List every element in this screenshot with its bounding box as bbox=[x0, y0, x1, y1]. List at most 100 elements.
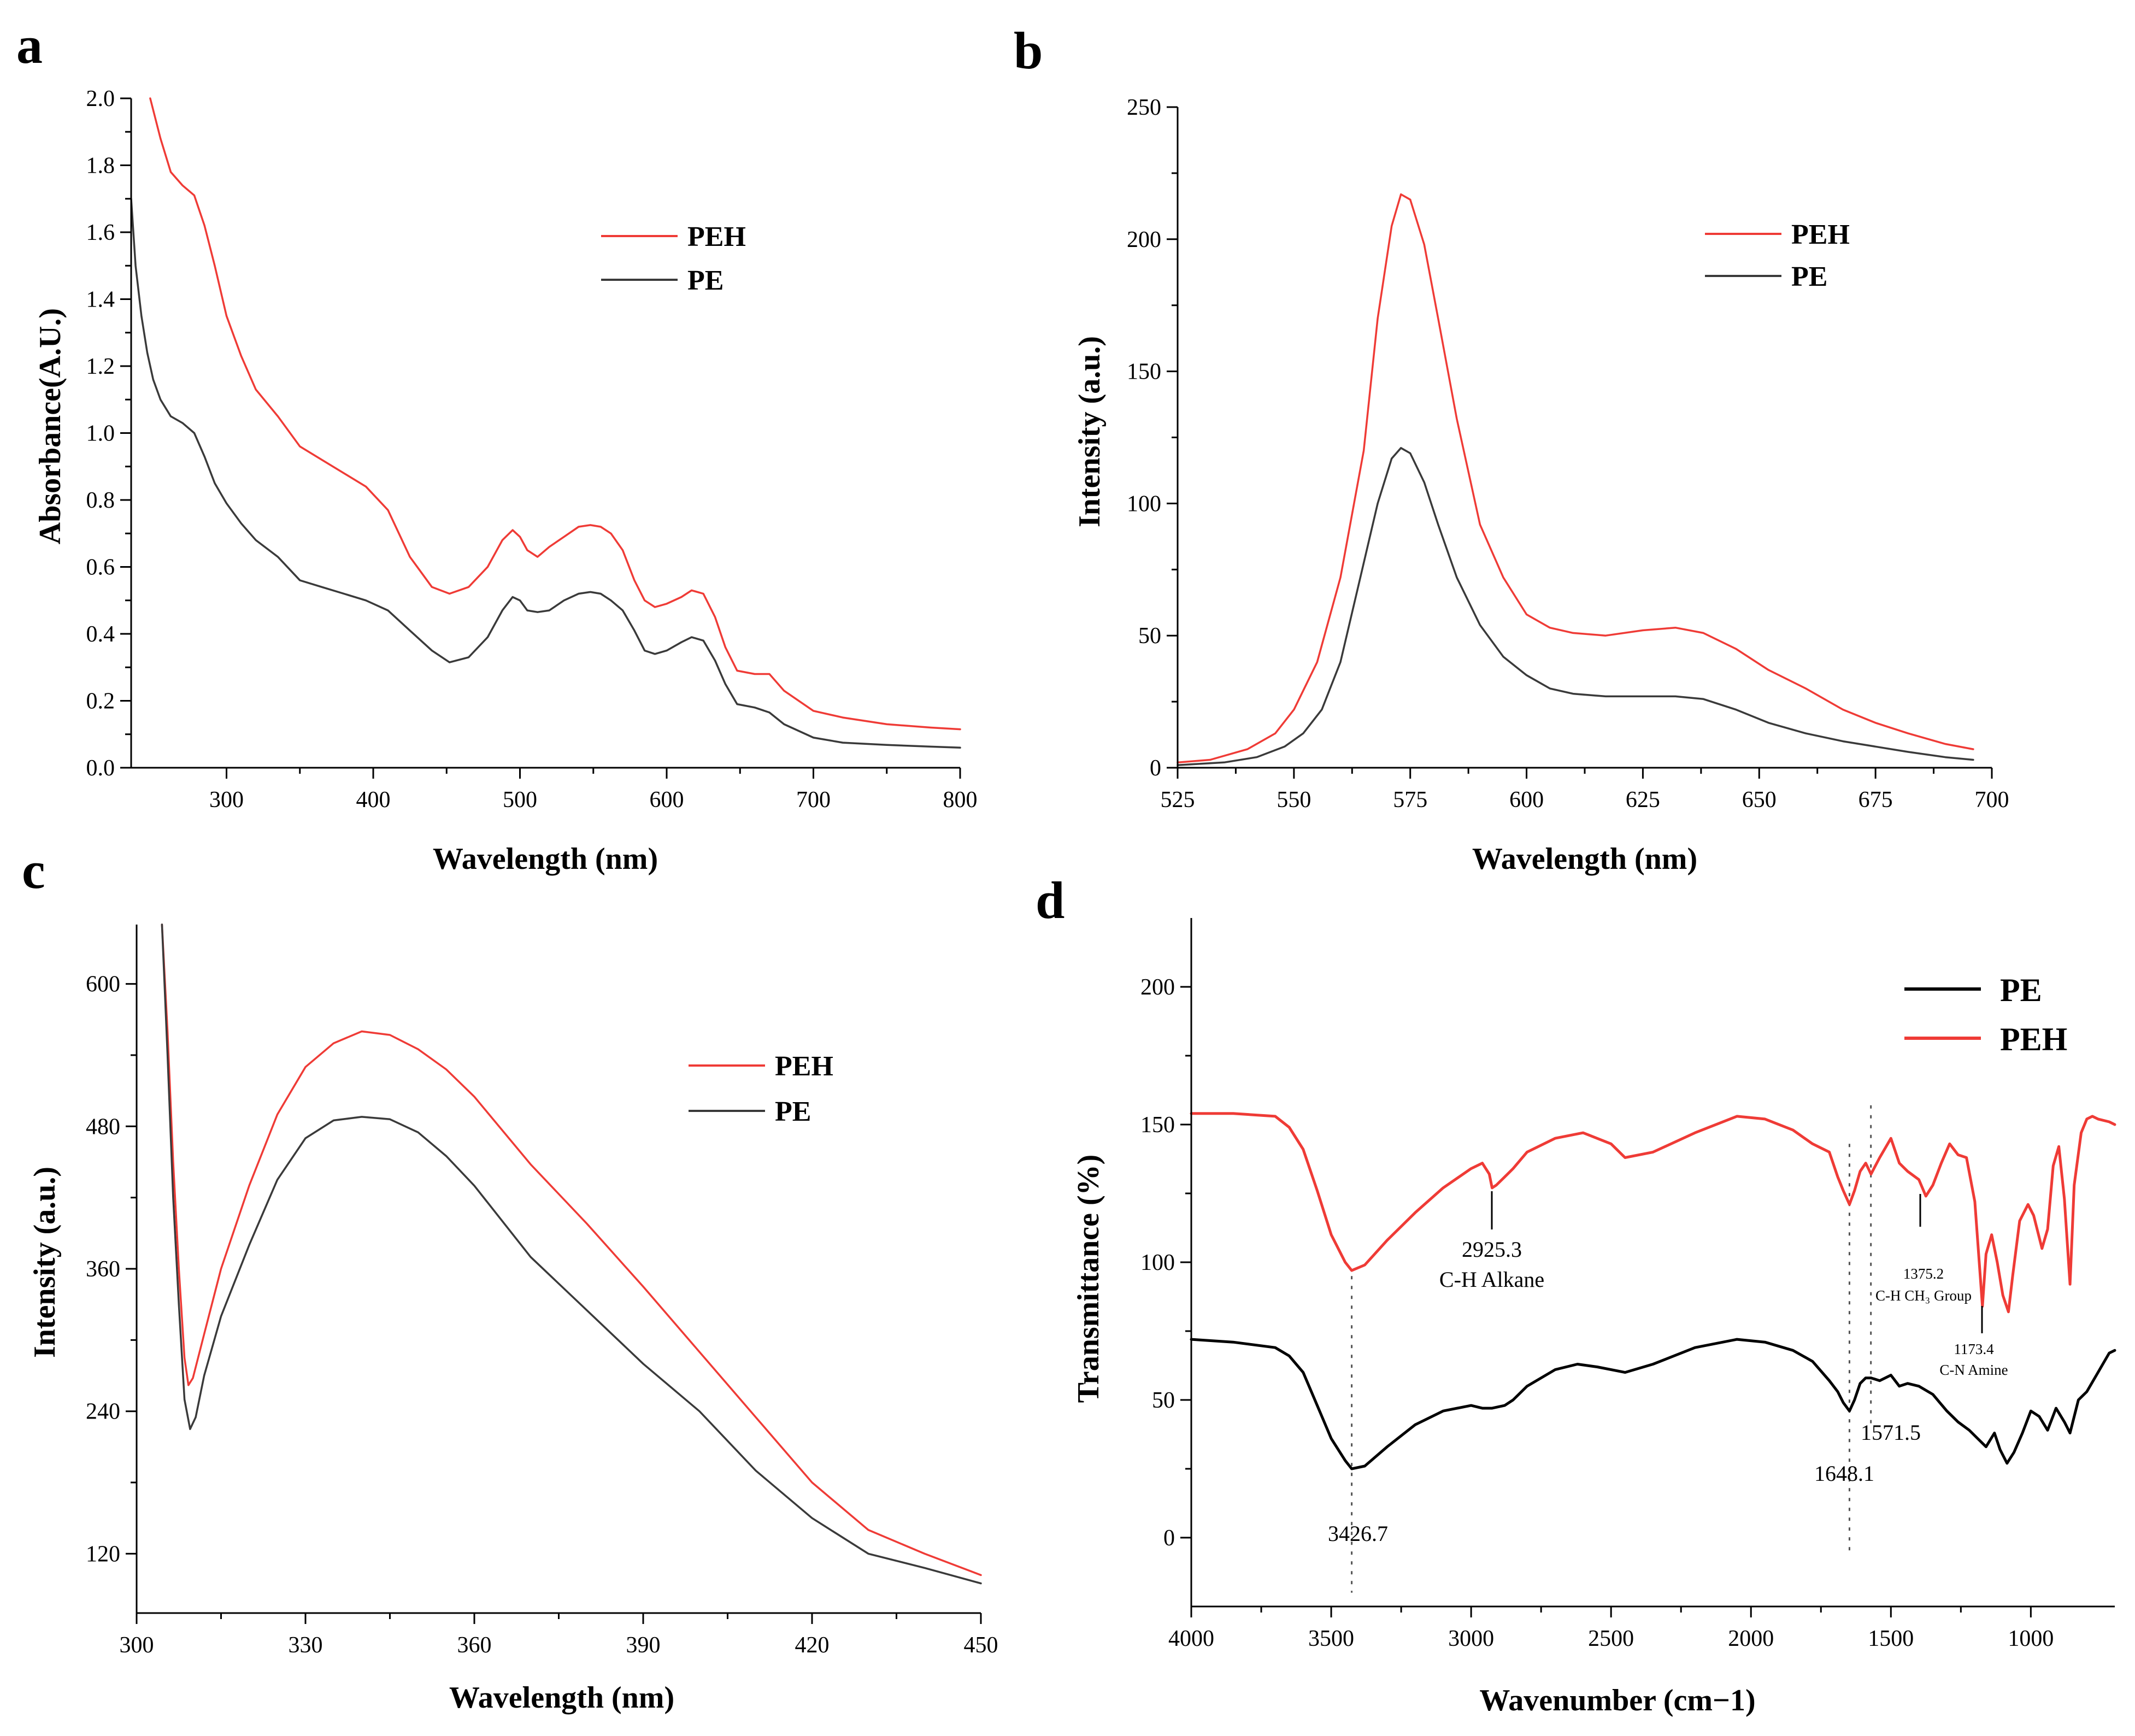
panel-a-uv-vis-absorbance: a 300 400 500 600 700 800 0.0 0.2 0.4 0.6 0.8 1.0 1.… bbox=[16, 16, 978, 876]
panel-c-excitation-spectrum: c 300 330 360 390 420 450 120 240 360 480 600 Wave… bbox=[22, 841, 998, 1715]
panel-c-x-tick-label: 450 bbox=[964, 1633, 998, 1658]
panel-a-x-tick-label: 500 bbox=[503, 787, 537, 813]
panel-c-y-tick-label: 120 bbox=[86, 1541, 120, 1567]
panel-c-x-tick-label: 360 bbox=[457, 1633, 492, 1658]
panel-b-x-tick-label: 700 bbox=[1975, 787, 2009, 813]
panel-b-y-tick-label: 50 bbox=[1138, 623, 1161, 649]
panel-d-legend: PE PEH bbox=[1904, 972, 2067, 1057]
panel-a-y-tick-label: 0.6 bbox=[86, 555, 115, 580]
panel-d-y-tick-label: 200 bbox=[1140, 975, 1175, 1000]
panel-a-y-tick-label: 1.4 bbox=[86, 287, 115, 313]
panel-c-legend-label-pe: PE bbox=[775, 1096, 811, 1127]
panel-b-x-tick-label: 650 bbox=[1742, 787, 1777, 813]
panel-label-b: b bbox=[1014, 21, 1043, 80]
panel-b-y-tick-label: 150 bbox=[1127, 360, 1161, 385]
panel-a-series-pe bbox=[130, 198, 961, 749]
panel-d-x-tick-label: 4000 bbox=[1168, 1626, 1214, 1651]
panel-b-y-tick-label: 200 bbox=[1127, 227, 1161, 252]
panel-c-x-tick-label: 390 bbox=[626, 1633, 661, 1658]
annotation-1173-4: 1173.4 bbox=[1954, 1341, 1994, 1357]
panel-b-series-peh bbox=[1177, 193, 1974, 764]
panel-b-x-tick-label: 625 bbox=[1626, 787, 1660, 813]
panel-b-legend: PEH PE bbox=[1705, 219, 1850, 292]
panel-a-y-tick-label: 0.8 bbox=[86, 488, 115, 513]
panel-d-y-tick-label: 50 bbox=[1152, 1388, 1175, 1413]
panel-a-y-tick-label: 1.2 bbox=[86, 354, 115, 379]
panel-d-x-axis-title: Wavenumber (cm−1) bbox=[1479, 1684, 1755, 1717]
panel-d-x-tick-label: 2000 bbox=[1728, 1626, 1774, 1651]
panel-a-x-tick-label: 800 bbox=[943, 787, 978, 813]
panel-d-series-pe bbox=[1190, 1338, 2116, 1470]
panel-a-legend-label-pe: PE bbox=[687, 265, 724, 296]
panel-d-x-tick-label: 1500 bbox=[1868, 1626, 1914, 1651]
panel-b-legend-label-peh: PEH bbox=[1791, 219, 1850, 250]
panel-d-y-tick-label: 100 bbox=[1140, 1250, 1175, 1275]
annotation-2925-3-assignment: C-H Alkane bbox=[1439, 1267, 1544, 1292]
panel-d-y-axis-title: Transmittance (%) bbox=[1072, 1155, 1105, 1403]
panel-a-y-tick-label: 0.2 bbox=[86, 689, 115, 714]
panel-c-y-tick-label: 360 bbox=[86, 1257, 120, 1282]
panel-a-x-tick-label: 400 bbox=[356, 787, 391, 813]
panel-a-y-tick-label: 0.4 bbox=[86, 622, 115, 647]
annotation-1648-1: 1648.1 bbox=[1814, 1461, 1874, 1486]
panel-d-ftir-spectrum: d 4000 3500 3000 2500 2000 1500 1000 0 50 100 150 2… bbox=[1036, 871, 2116, 1717]
panel-c-x-tick-label: 330 bbox=[289, 1633, 323, 1658]
panel-label-a: a bbox=[16, 16, 43, 74]
panel-c-series-peh bbox=[161, 923, 982, 1576]
panel-d-y-tick-label: 0 bbox=[1163, 1526, 1175, 1551]
panel-d-annotations: 3426.7 2925.3 C-H Alkane 1648.1 1571.5 1… bbox=[1328, 1191, 2008, 1546]
panel-a-x-tick-label: 700 bbox=[796, 787, 831, 813]
panel-d-series-peh bbox=[1190, 1112, 2116, 1314]
annotation-2925-3: 2925.3 bbox=[1462, 1237, 1522, 1262]
panel-c-x-tick-label: 420 bbox=[795, 1633, 830, 1658]
panel-b-y-tick-label: 250 bbox=[1127, 95, 1161, 120]
panel-a-legend-label-peh: PEH bbox=[687, 221, 746, 252]
panel-a-y-tick-label: 0.0 bbox=[86, 756, 115, 781]
panel-c-y-tick-label: 600 bbox=[86, 972, 120, 997]
panel-a-y-axis-title: Absorbance(A.U.) bbox=[33, 308, 67, 544]
panel-a-x-axis-title: Wavelength (nm) bbox=[433, 842, 658, 876]
panel-b-y-axis-title: Intensity (a.u.) bbox=[1073, 336, 1107, 527]
panel-c-y-tick-label: 480 bbox=[86, 1114, 120, 1139]
panel-b-x-tick-label: 575 bbox=[1393, 787, 1427, 813]
annotation-1571-5: 1571.5 bbox=[1861, 1420, 1921, 1445]
panel-d-x-tick-label: 1000 bbox=[2008, 1626, 2054, 1651]
panel-a-series-peh bbox=[149, 97, 961, 731]
panel-b-emission-spectrum: b 525 550 575 600 625 650 675 700 0 50 100 150 200 25… bbox=[1014, 21, 2009, 876]
panel-a-y-tick-label: 1.6 bbox=[86, 220, 115, 245]
panel-d-x-tick-label: 3000 bbox=[1448, 1626, 1494, 1651]
panel-b-y-tick-label: 100 bbox=[1127, 491, 1161, 516]
panel-c-legend: PEH PE bbox=[689, 1051, 833, 1127]
panel-b-x-tick-label: 550 bbox=[1277, 787, 1311, 813]
panel-d-legend-label-pe: PE bbox=[2000, 972, 2042, 1008]
annotation-1173-4-assignment: C-N Amine bbox=[1939, 1362, 2008, 1378]
panel-d-y-tick-label: 150 bbox=[1140, 1113, 1175, 1138]
panel-b-x-tick-label: 600 bbox=[1509, 787, 1544, 813]
panel-c-x-axis-title: Wavelength (nm) bbox=[449, 1681, 674, 1715]
panel-d-x-tick-label: 2500 bbox=[1588, 1626, 1634, 1651]
annotation-3426-7: 3426.7 bbox=[1328, 1521, 1388, 1546]
panel-a-x-tick-label: 600 bbox=[650, 787, 684, 813]
panel-c-x-tick-label: 300 bbox=[120, 1633, 154, 1658]
panel-b-legend-label-pe: PE bbox=[1791, 261, 1827, 292]
panel-d-x-tick-label: 3500 bbox=[1308, 1626, 1354, 1651]
annotation-1375-2: 1375.2 bbox=[1903, 1266, 1944, 1282]
panel-a-y-tick-label: 1.8 bbox=[86, 154, 115, 179]
panel-c-series-pe bbox=[161, 923, 982, 1585]
panel-d-legend-label-peh: PEH bbox=[2000, 1021, 2067, 1057]
panel-b-x-tick-label: 525 bbox=[1161, 787, 1195, 813]
panel-a-x-tick-label: 300 bbox=[209, 787, 244, 813]
panel-a-legend: PEH PE bbox=[601, 221, 746, 296]
panel-c-legend-label-peh: PEH bbox=[775, 1051, 833, 1082]
panel-b-x-tick-label: 675 bbox=[1858, 787, 1893, 813]
panel-b-x-axis-title: Wavelength (nm) bbox=[1472, 842, 1697, 876]
panel-a-y-tick-label: 1.0 bbox=[86, 421, 115, 446]
annotation-1375-2-assignment: C-H CH₃ Group bbox=[1875, 1287, 1972, 1304]
panel-b-y-tick-label: 0 bbox=[1150, 756, 1161, 781]
panel-label-d: d bbox=[1036, 871, 1064, 929]
panel-c-y-tick-label: 240 bbox=[86, 1399, 120, 1425]
panel-a-y-tick-label: 2.0 bbox=[86, 86, 115, 111]
panel-c-y-axis-title: Intensity (a.u.) bbox=[28, 1167, 62, 1358]
panel-label-c: c bbox=[22, 841, 45, 899]
